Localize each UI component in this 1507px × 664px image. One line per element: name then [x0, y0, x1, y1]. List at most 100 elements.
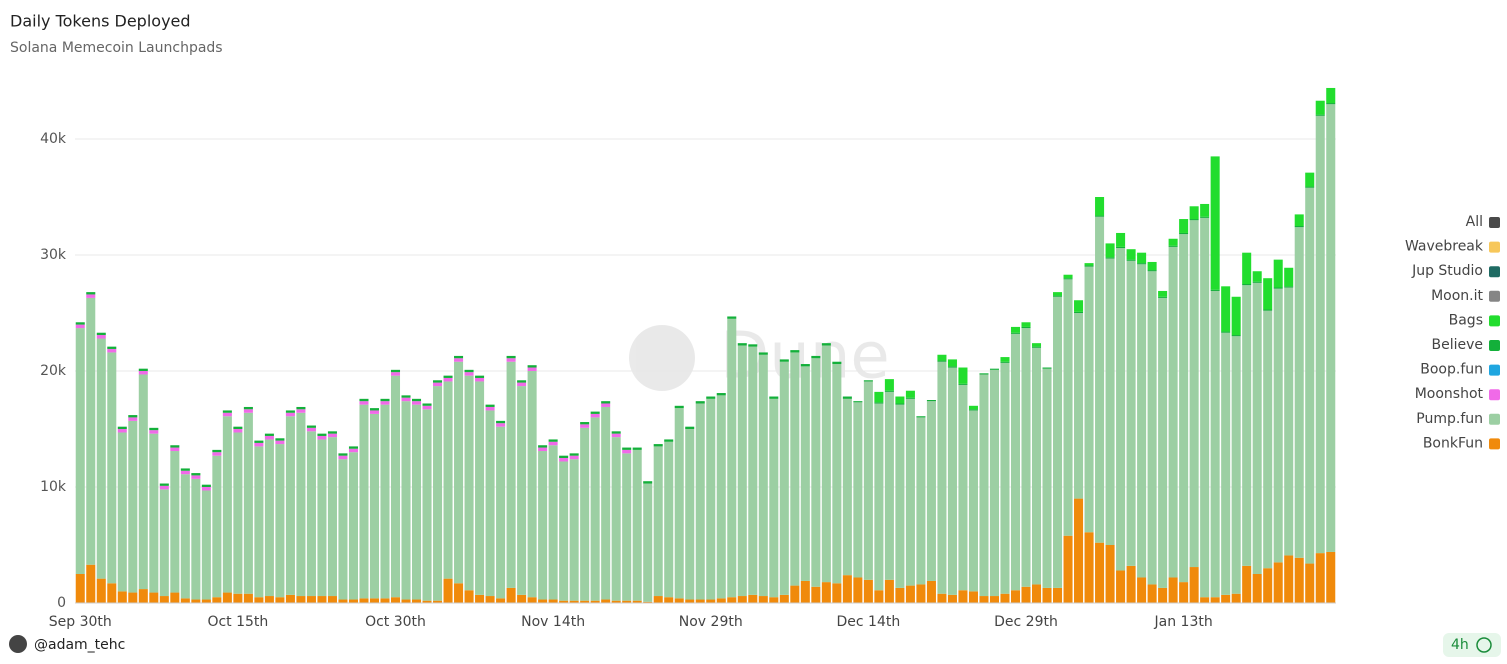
- bar-segment: [601, 401, 611, 404]
- bar-segment: [958, 590, 968, 603]
- bar-segment: [1273, 287, 1283, 289]
- legend-swatch: [1489, 290, 1500, 302]
- bar-segment: [937, 354, 947, 361]
- bar-segment: [1137, 264, 1147, 578]
- bar-segment: [86, 292, 96, 295]
- bar-segment: [1273, 259, 1283, 288]
- bar-segment: [1084, 263, 1094, 266]
- bar-segment: [769, 398, 779, 598]
- bar-segment: [695, 401, 705, 404]
- bar-segment: [485, 410, 495, 597]
- legend-swatch: [1489, 266, 1500, 278]
- bar-segment: [243, 593, 253, 603]
- bar-segment: [1158, 290, 1168, 297]
- bar-segment: [401, 395, 411, 398]
- bar-segment: [653, 446, 663, 597]
- bar-segment: [86, 297, 96, 565]
- bar-segment: [201, 599, 211, 603]
- bar-segment: [821, 343, 831, 346]
- bar-segment: [170, 445, 180, 448]
- bar-segment: [1116, 248, 1126, 571]
- legend-label: All: [1466, 214, 1483, 230]
- bar-segment: [916, 416, 926, 418]
- bar-segment: [1315, 115, 1325, 554]
- bar-segment: [842, 398, 852, 576]
- bar-segment: [1000, 361, 1010, 363]
- bar-segment: [1126, 249, 1136, 260]
- bar-segment: [422, 600, 432, 603]
- bar-segment: [1042, 368, 1052, 588]
- bar-segment: [1294, 227, 1304, 558]
- bar-segment: [412, 398, 422, 402]
- bar-segment: [264, 439, 274, 597]
- bar-segment: [149, 427, 159, 431]
- bar-segment: [369, 408, 380, 411]
- bar-segment: [1074, 313, 1084, 499]
- bar-segment: [737, 343, 747, 346]
- bar-segment: [1063, 278, 1073, 280]
- bar-segment: [380, 401, 390, 405]
- bar-segment: [1252, 281, 1262, 283]
- bar-segment: [1200, 203, 1210, 217]
- bar-segment: [811, 586, 821, 603]
- bar-segment: [496, 420, 506, 424]
- bar-segment: [117, 426, 127, 429]
- bar-segment: [443, 578, 453, 603]
- bar-segment: [317, 435, 327, 440]
- bar-segment: [895, 587, 905, 603]
- bar-segment: [285, 594, 295, 603]
- refresh-label: 4h: [1451, 637, 1469, 653]
- bar-segment: [1168, 246, 1178, 578]
- bar-segment: [958, 383, 968, 385]
- bar-segment: [433, 600, 443, 603]
- bar-segment: [1084, 266, 1094, 533]
- bar-segment: [1263, 310, 1273, 569]
- bar-segment: [1263, 568, 1273, 603]
- bar-segment: [96, 578, 106, 603]
- bar-segment: [1221, 332, 1231, 595]
- bar-segment: [979, 373, 989, 375]
- bar-segment: [695, 599, 705, 603]
- bar-segment: [170, 451, 180, 593]
- bar-segment: [611, 433, 621, 438]
- bar-segment: [433, 382, 443, 387]
- bar-segment: [559, 461, 569, 601]
- x-tick-label: Nov 29th: [679, 614, 743, 630]
- bar-segment: [496, 426, 506, 599]
- bar-segment: [643, 483, 653, 602]
- bar-segment: [149, 430, 159, 434]
- bar-segment: [275, 444, 285, 598]
- legend-label: BonkFun: [1423, 435, 1483, 451]
- bar-segment: [233, 593, 243, 603]
- bar-segment: [1063, 535, 1073, 603]
- bar-segment: [296, 596, 306, 603]
- bar-segment: [1010, 590, 1021, 603]
- bar-segment: [1126, 565, 1136, 603]
- bar-segment: [842, 396, 852, 399]
- bar-segment: [264, 435, 274, 440]
- bar-segment: [233, 426, 243, 429]
- bar-segment: [1305, 172, 1315, 187]
- bar-segment: [769, 396, 779, 399]
- bar-segment: [685, 429, 695, 600]
- bar-segment: [527, 597, 537, 603]
- legend-label: Pump.fun: [1416, 411, 1483, 427]
- bar-segment: [538, 447, 548, 452]
- legend-label: Moon.it: [1431, 288, 1483, 304]
- bar-segment: [443, 377, 453, 382]
- bar-segment: [369, 413, 380, 599]
- bar-segment: [842, 575, 852, 603]
- bar-segment: [390, 369, 401, 373]
- bar-segment: [1074, 498, 1084, 603]
- bar-segment: [107, 348, 117, 353]
- bar-segment: [832, 583, 842, 603]
- bar-segment: [75, 324, 85, 329]
- bar-segment: [506, 361, 516, 588]
- bar-segment: [317, 596, 327, 603]
- bar-segment: [559, 458, 569, 462]
- bar-segment: [1158, 297, 1168, 588]
- bar-segment: [1189, 220, 1199, 568]
- bar-segment: [947, 366, 957, 368]
- bar-segment: [1200, 217, 1210, 598]
